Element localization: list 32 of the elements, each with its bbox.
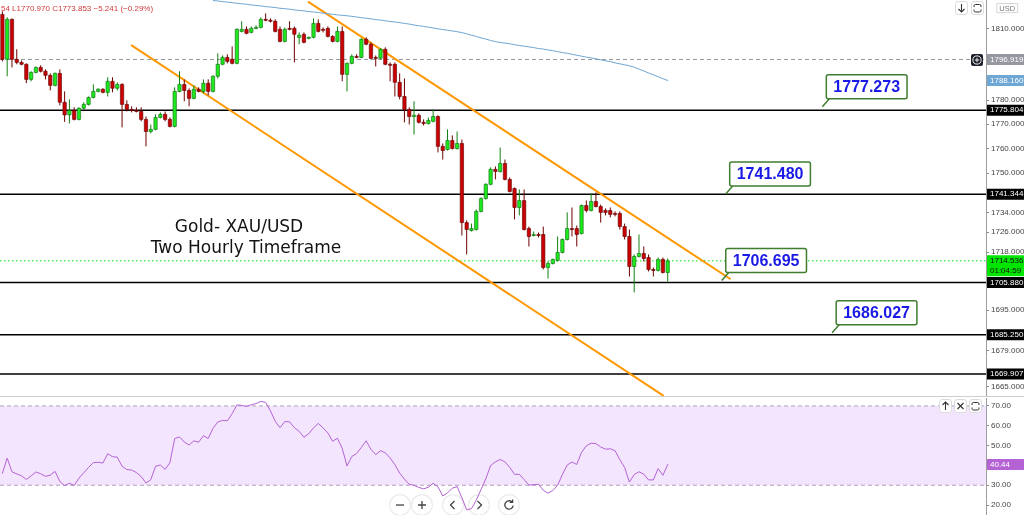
y-tick-label: 30.00 [991, 480, 1012, 490]
y-tick-label: 20.00 [991, 500, 1012, 510]
annotation: 1706.695 [732, 251, 800, 269]
ref-line-label: 1669.907 [990, 369, 1024, 379]
y-tick-label: 1679.000 [991, 345, 1024, 355]
text: 40.44 [990, 459, 1011, 469]
y-tick-label: 1665.000 [991, 381, 1024, 391]
ref-line-label: 1714.536 01:04:59 [990, 256, 1024, 276]
y-tick-label: 1780.000 [991, 95, 1024, 105]
annotation: 1686.027 [843, 304, 911, 322]
y-tick-label: 1810.000 [991, 23, 1024, 33]
ref-line-label: 1775.804 [990, 105, 1024, 115]
text: Gold- XAU/USD [174, 216, 304, 237]
y-tick-label: 50.00 [991, 440, 1012, 450]
ref-line-label: 1705.880 [990, 277, 1024, 287]
y-tick-label: 60.00 [991, 420, 1012, 430]
ref-line-label: 1796.919 [990, 54, 1024, 64]
y-tick-label: 1695.000 [991, 305, 1024, 315]
text: 1788.160 [990, 75, 1024, 85]
text: Two Hourly Timeframe [149, 236, 342, 257]
ref-line-label: 1741.344 [990, 189, 1024, 199]
annotation: 54 L1770.970 C1773.853 −5.241 (−0.29%) [1, 4, 154, 14]
y-tick-label: 1718.000 [991, 247, 1024, 257]
ref-line-label: 1685.250 [990, 330, 1024, 340]
y-tick-label: 1760.000 [991, 143, 1024, 153]
y-tick-label: 70.00 [991, 401, 1012, 411]
annotation: 1741.480 [736, 165, 804, 183]
y-tick-label: 1750.000 [991, 168, 1024, 178]
y-tick-label: 1734.000 [991, 207, 1024, 217]
annotation: 1777.273 [833, 78, 901, 96]
y-tick-label: 1770.000 [991, 119, 1024, 129]
y-tick-label: 1726.000 [991, 227, 1024, 237]
